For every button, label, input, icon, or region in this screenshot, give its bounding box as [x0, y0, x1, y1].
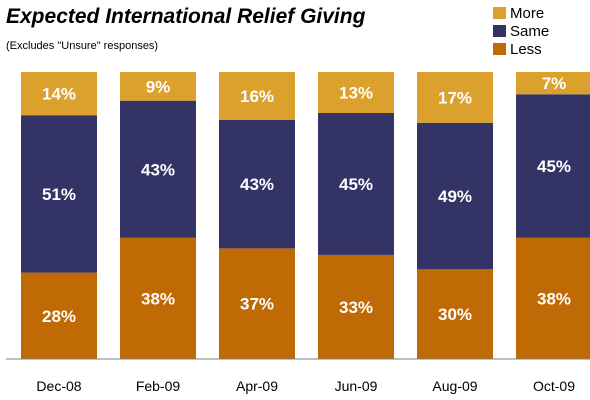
data-label-less-dec-08: 28%	[42, 307, 76, 326]
data-label-same-dec-08: 51%	[42, 185, 76, 204]
data-label-same-apr-09: 43%	[240, 175, 274, 194]
data-label-more-apr-09: 16%	[240, 87, 274, 106]
x-tick-label-oct-09: Oct-09	[533, 378, 575, 394]
data-label-more-oct-09: 7%	[542, 74, 567, 93]
x-tick-label-jun-09: Jun-09	[335, 378, 378, 394]
bars-group: 28% 51% 14% 38% 43% 9% 37% 43% 16% 33% 45% 13% 30% 49…	[21, 72, 590, 359]
x-axis-labels: Dec-08 Feb-09 Apr-09 Jun-09 Aug-09 Oct-09	[36, 378, 575, 394]
data-label-less-feb-09: 38%	[141, 289, 175, 308]
x-tick-label-feb-09: Feb-09	[136, 378, 181, 394]
data-label-same-feb-09: 43%	[141, 160, 175, 179]
data-label-less-oct-09: 38%	[537, 289, 571, 308]
data-label-more-jun-09: 13%	[339, 84, 373, 103]
data-label-more-feb-09: 9%	[146, 77, 171, 96]
x-tick-label-aug-09: Aug-09	[432, 378, 477, 394]
data-label-less-aug-09: 30%	[438, 305, 472, 324]
data-label-more-aug-09: 17%	[438, 88, 472, 107]
data-label-less-jun-09: 33%	[339, 298, 373, 317]
data-label-more-dec-08: 14%	[42, 85, 76, 104]
data-label-same-oct-09: 45%	[537, 157, 571, 176]
x-tick-label-dec-08: Dec-08	[36, 378, 81, 394]
data-label-same-jun-09: 45%	[339, 175, 373, 194]
data-label-less-apr-09: 37%	[240, 295, 274, 314]
data-label-same-aug-09: 49%	[438, 187, 472, 206]
x-tick-label-apr-09: Apr-09	[236, 378, 278, 394]
